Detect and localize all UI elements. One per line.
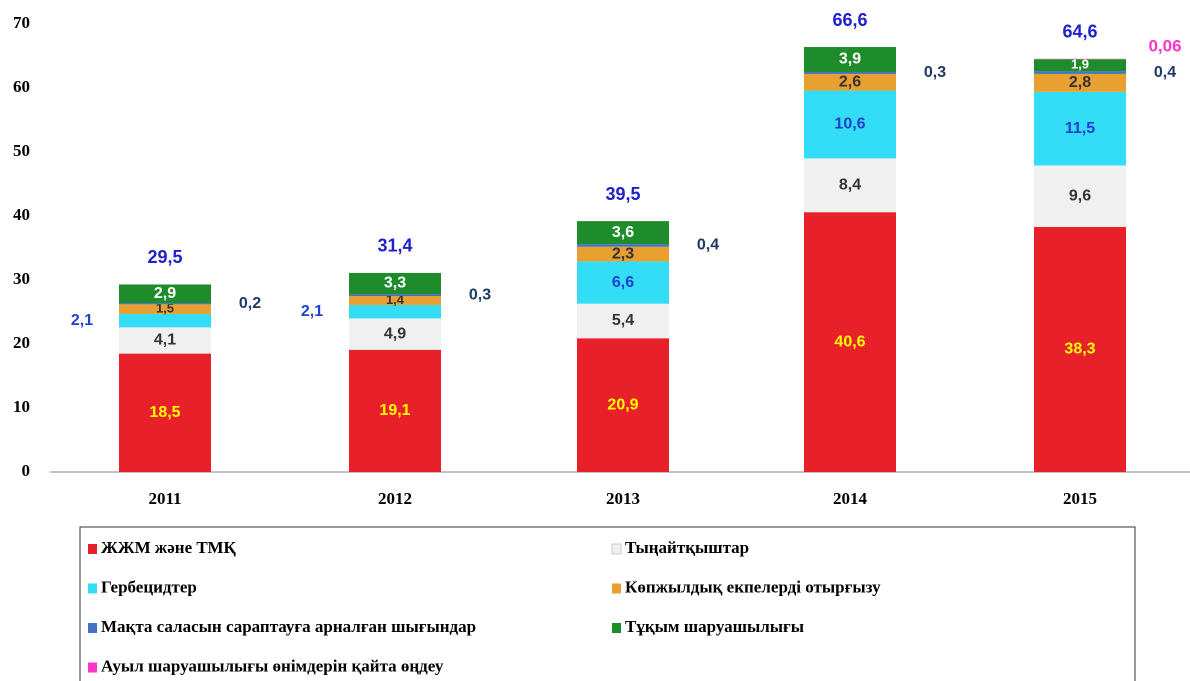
legend-label: Көпжылдық екпелерді отырғызу	[625, 577, 881, 596]
value-label: 0,4	[1154, 64, 1176, 81]
value-label: 2,3	[612, 245, 634, 262]
value-label: 0,06	[1148, 36, 1181, 55]
value-label: 0,4	[697, 237, 719, 254]
value-label: 2,1	[301, 303, 323, 320]
x-tick-label: 2015	[1063, 489, 1097, 508]
bar-segment	[804, 72, 896, 74]
value-label: 20,9	[607, 396, 638, 413]
bar-segment	[577, 244, 669, 247]
value-label: 19,1	[379, 402, 410, 419]
value-label: 11,5	[1065, 120, 1095, 137]
legend-marker	[88, 583, 97, 594]
bar-segment	[349, 304, 441, 319]
bar-segment	[1034, 91, 1126, 166]
legend-label: Мақта саласын сараптауға арналған шығынд…	[101, 617, 476, 636]
value-label: 40,6	[834, 333, 865, 350]
bar-segment	[119, 327, 211, 354]
bar-segment	[804, 47, 896, 72]
bar-segment	[119, 284, 211, 304]
bar-segment	[1034, 73, 1126, 92]
value-label: 2,1	[71, 312, 93, 329]
bar-segment	[1034, 71, 1126, 74]
total-label: 64,6	[1062, 22, 1097, 42]
x-tick-label: 2013	[606, 489, 640, 508]
value-label: 9,6	[1069, 187, 1091, 204]
bar-segment	[577, 338, 669, 472]
legend-label: Тұқым шаруашылығы	[625, 617, 804, 636]
legend-marker	[88, 623, 97, 633]
total-label: 66,6	[832, 10, 867, 30]
legend-marker	[88, 662, 97, 673]
y-tick-label: 50	[13, 141, 30, 160]
value-label: 0,3	[924, 64, 946, 81]
value-label: 8,4	[839, 176, 861, 193]
y-tick-label: 0	[22, 461, 31, 480]
value-label: 2,6	[839, 73, 861, 90]
legend-marker	[611, 543, 622, 555]
legend-label: Гербецидтер	[101, 577, 197, 596]
total-label: 31,4	[377, 236, 412, 256]
value-label: 2,8	[1069, 74, 1091, 91]
y-tick-label: 40	[13, 205, 30, 224]
y-tick-label: 70	[13, 13, 30, 32]
value-label: 4,1	[154, 332, 176, 349]
value-label: 4,9	[384, 325, 406, 342]
total-label: 39,5	[605, 184, 640, 204]
y-tick-label: 60	[13, 77, 30, 96]
bar-segment	[349, 349, 441, 472]
x-tick-label: 2011	[148, 489, 181, 508]
bar-segment	[804, 73, 896, 91]
bar-segment	[804, 90, 896, 159]
legend-label: Тыңайтқыштар	[625, 538, 749, 557]
bar-segment	[349, 294, 441, 296]
value-label: 2,9	[154, 285, 176, 302]
value-label: 5,4	[612, 312, 634, 329]
bar-segment	[804, 158, 896, 213]
value-label: 1,9	[1071, 57, 1089, 72]
bar-segment	[1034, 59, 1126, 72]
value-label: 6,6	[612, 274, 634, 291]
x-tick-label: 2014	[833, 489, 868, 508]
value-label: 10,6	[834, 116, 865, 133]
bar-segment	[577, 261, 669, 304]
bar-segment	[577, 221, 669, 245]
value-label: 0,3	[469, 286, 491, 303]
y-tick-label: 10	[13, 397, 30, 416]
value-label: 3,6	[612, 224, 634, 241]
y-tick-label: 20	[13, 333, 30, 352]
total-label: 29,5	[147, 247, 182, 267]
bar-segment	[577, 246, 669, 262]
legend-marker	[612, 583, 621, 594]
bar-segment	[1034, 165, 1126, 227]
legend-marker	[88, 544, 97, 554]
legend-box	[79, 526, 1136, 681]
value-label: 3,9	[839, 51, 861, 68]
bar-segment	[349, 272, 441, 295]
y-tick-label: 30	[13, 269, 30, 288]
value-label: 3,3	[384, 275, 406, 292]
legend-label: Ауыл шаруашылығы өнімдерін қайта өңдеу	[101, 656, 444, 675]
value-label: 0,2	[239, 295, 261, 312]
value-label: 18,5	[149, 404, 180, 421]
bar-segment	[577, 303, 669, 339]
bar-segment	[349, 296, 441, 305]
legend-label: ЖЖМ және ТМҚ	[101, 538, 237, 557]
bar-segment	[119, 353, 211, 472]
x-tick-label: 2012	[378, 489, 412, 508]
bar-segment	[119, 313, 211, 328]
bar-segment	[804, 212, 896, 472]
bar-segment	[1034, 226, 1126, 472]
bar-segment	[119, 303, 211, 305]
bar-segment	[119, 304, 211, 314]
legend-marker	[612, 623, 621, 633]
value-label: 38,3	[1064, 341, 1095, 358]
bar-segment	[349, 318, 441, 350]
